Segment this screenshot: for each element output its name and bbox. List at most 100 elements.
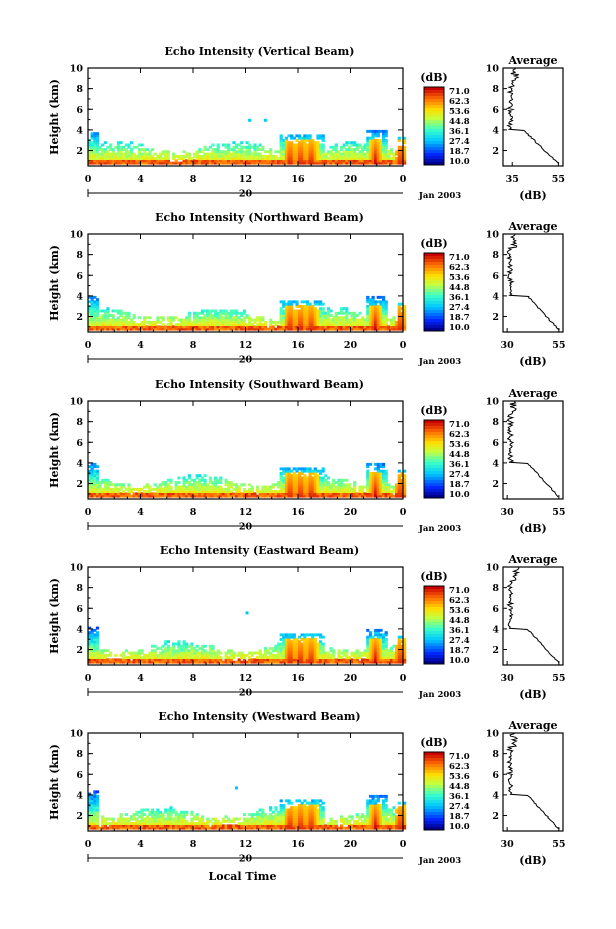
heatmap-cell bbox=[111, 157, 115, 160]
heatmap-cell bbox=[395, 656, 399, 659]
heatmap-cell bbox=[245, 150, 249, 154]
heatmap-cell bbox=[198, 651, 202, 655]
heatmap-cell bbox=[93, 474, 97, 478]
heatmap-cell bbox=[224, 824, 228, 828]
heatmap-cell bbox=[106, 660, 110, 664]
heatmap-cell bbox=[382, 139, 386, 142]
heatmap-cell bbox=[166, 325, 170, 329]
heatmap-cell bbox=[300, 159, 304, 163]
heatmap-cell bbox=[329, 649, 333, 653]
heatmap-cell bbox=[290, 159, 294, 163]
heatmap-cell bbox=[122, 824, 126, 828]
heatmap-cell bbox=[95, 808, 100, 812]
heatmap-cell bbox=[295, 154, 299, 158]
heatmap-cell bbox=[174, 161, 178, 165]
heatmap-cell bbox=[366, 314, 370, 317]
heatmap-cell bbox=[237, 492, 241, 496]
heatmap-cell bbox=[279, 309, 283, 313]
heatmap-cell bbox=[287, 658, 291, 662]
heatmap-cell bbox=[321, 325, 325, 329]
colorbar-segment bbox=[424, 607, 444, 611]
heatmap-cell bbox=[90, 474, 94, 478]
heatmap-cell bbox=[316, 309, 320, 313]
heatmap-cell bbox=[282, 806, 286, 810]
heatmap-cell bbox=[368, 302, 373, 306]
heatmap-cell bbox=[368, 474, 373, 478]
heatmap-cell bbox=[103, 152, 107, 156]
heatmap-cell bbox=[187, 649, 191, 653]
heatmap-cell bbox=[292, 487, 296, 491]
heatmap-cell bbox=[311, 148, 315, 151]
heatmap-cell bbox=[308, 143, 312, 147]
heatmap-cell bbox=[124, 325, 128, 329]
heatmap-cell bbox=[203, 494, 207, 498]
heatmap-cell bbox=[203, 490, 207, 493]
profile-title: Average bbox=[507, 54, 557, 67]
heatmap-cell bbox=[90, 492, 94, 496]
heatmap-cell bbox=[316, 658, 320, 662]
heatmap-cell bbox=[340, 145, 344, 149]
heatmap-cell bbox=[250, 819, 254, 823]
heatmap-cell bbox=[279, 136, 283, 140]
heatmap-cell bbox=[242, 323, 247, 326]
heatmap-cell bbox=[313, 154, 317, 158]
heatmap-cell bbox=[282, 635, 286, 639]
heatmap-cell bbox=[187, 656, 191, 659]
heatmap-cell bbox=[316, 302, 320, 306]
heatmap-cell bbox=[321, 309, 325, 313]
heatmap-cell bbox=[214, 316, 218, 320]
heatmap-cell bbox=[374, 656, 378, 659]
heatmap-cell bbox=[211, 161, 215, 165]
heatmap-cell bbox=[156, 325, 160, 329]
heatmap-cell bbox=[350, 141, 354, 145]
heatmap-cell bbox=[389, 325, 394, 329]
x-tick-label: 0 bbox=[85, 507, 92, 518]
heatmap-cell bbox=[195, 150, 199, 154]
heatmap-cell bbox=[93, 483, 97, 487]
heatmap-cell bbox=[145, 824, 149, 828]
heatmap-cell bbox=[227, 826, 231, 830]
heatmap-cell bbox=[122, 653, 126, 657]
heatmap-cell bbox=[358, 159, 362, 163]
heatmap-cell bbox=[282, 157, 286, 160]
heatmap-cell bbox=[216, 316, 220, 320]
heatmap-cell bbox=[290, 649, 294, 653]
heatmap-cell bbox=[103, 817, 107, 821]
heatmap-cell bbox=[203, 325, 207, 329]
heatmap-cell bbox=[361, 824, 365, 828]
heatmap-cell bbox=[166, 808, 170, 812]
heatmap-cell bbox=[101, 154, 105, 158]
heatmap-cell bbox=[256, 494, 260, 498]
heatmap-cell bbox=[216, 311, 220, 315]
heatmap-cell bbox=[332, 653, 336, 657]
heatmap-cell bbox=[161, 658, 165, 662]
heatmap-cell bbox=[300, 819, 304, 823]
heatmap-cell bbox=[145, 494, 149, 498]
heatmap-cell bbox=[382, 295, 386, 299]
heatmap-cell bbox=[103, 658, 107, 662]
heatmap-cell bbox=[208, 490, 212, 493]
colorbar-segment bbox=[424, 661, 444, 665]
heatmap-cell bbox=[305, 813, 310, 816]
heatmap-cell bbox=[389, 320, 394, 324]
heatmap-cell bbox=[353, 487, 357, 491]
heatmap-cell bbox=[303, 300, 307, 304]
heatmap-cell bbox=[137, 810, 142, 814]
heatmap-cell bbox=[287, 824, 291, 828]
heatmap-cell bbox=[371, 638, 375, 641]
heatmap-cell bbox=[135, 819, 139, 823]
heatmap-cell bbox=[361, 658, 365, 662]
heatmap-cell bbox=[190, 653, 194, 657]
heatmap-cell bbox=[376, 494, 380, 498]
heatmap-cell bbox=[403, 307, 407, 311]
heatmap-cell bbox=[151, 658, 155, 662]
heatmap-cell bbox=[122, 490, 126, 493]
heatmap-cell bbox=[164, 154, 168, 158]
heatmap-cell bbox=[229, 492, 233, 496]
heatmap-cell bbox=[337, 325, 341, 329]
colorbar-segment bbox=[424, 132, 444, 136]
date-label: Jan 2003 bbox=[418, 357, 461, 367]
heatmap-cell bbox=[277, 494, 281, 498]
heatmap-cell bbox=[137, 649, 142, 653]
heatmap-cell bbox=[376, 660, 380, 664]
